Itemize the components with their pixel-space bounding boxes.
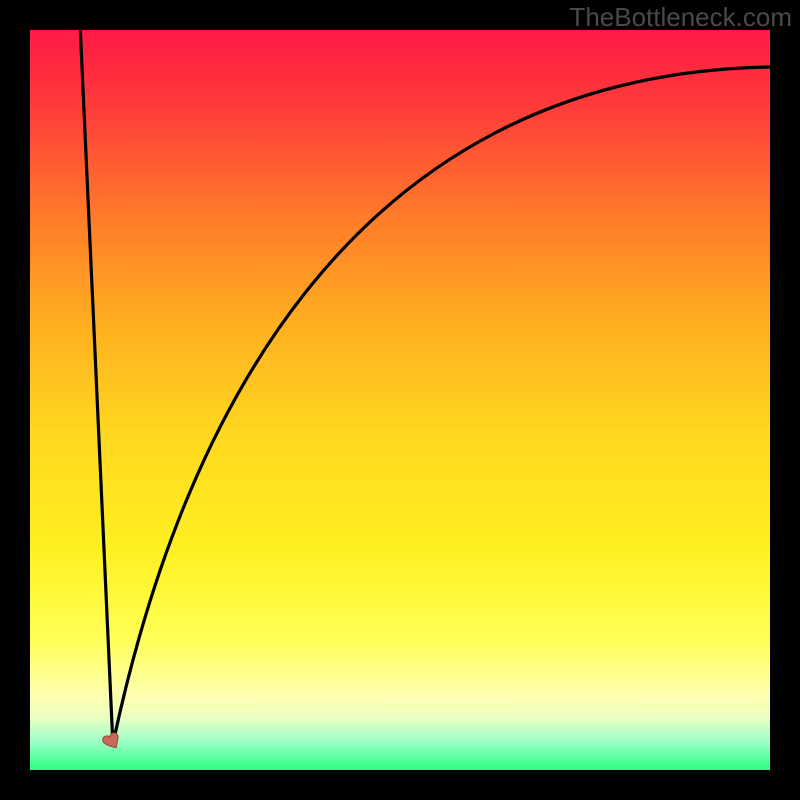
bottleneck-curve bbox=[80, 30, 770, 744]
plot-area bbox=[30, 30, 770, 770]
curve-svg bbox=[30, 30, 770, 770]
stage: TheBottleneck.com bbox=[0, 0, 800, 800]
watermark-text: TheBottleneck.com bbox=[569, 2, 792, 33]
